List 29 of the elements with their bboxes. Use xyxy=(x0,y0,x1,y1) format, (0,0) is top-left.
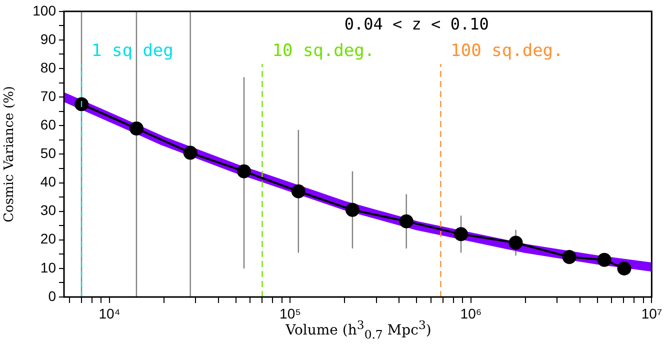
y-tick-label: 0 xyxy=(48,288,56,304)
point xyxy=(562,250,576,264)
point xyxy=(291,184,306,198)
point xyxy=(508,236,523,250)
ref-line-label: 10 sq.deg. xyxy=(272,40,375,61)
y-tick-label: 90 xyxy=(40,30,56,47)
ref-line-label: 100 sq.deg. xyxy=(450,40,564,61)
x-tick-label: 10⁶ xyxy=(460,305,482,322)
y-tick-label: 80 xyxy=(40,59,56,76)
y-tick-label: 40 xyxy=(40,174,56,190)
x-tick-label: 10⁷ xyxy=(641,305,662,322)
point xyxy=(183,146,198,160)
ref-line-label: 1 sq deg xyxy=(92,40,174,61)
y-tick-label: 100 xyxy=(32,2,56,18)
y-tick-label: 10 xyxy=(40,259,56,276)
point xyxy=(345,202,360,217)
x-tick-label: 10⁴ xyxy=(98,305,120,322)
chart-title: 0.04 < z < 0.10 xyxy=(344,14,489,34)
point xyxy=(399,214,414,228)
point xyxy=(129,121,144,136)
point xyxy=(454,227,468,242)
point xyxy=(74,97,89,112)
y-axis-title: Cosmic Variance (%) xyxy=(2,86,18,222)
y-tick-label: 20 xyxy=(40,230,56,247)
y-tick-label: 60 xyxy=(40,116,56,132)
point xyxy=(237,164,252,178)
y-tick-label: 30 xyxy=(40,202,56,218)
y-tick-label: 70 xyxy=(40,88,56,104)
y-tick-label: 50 xyxy=(40,145,56,162)
